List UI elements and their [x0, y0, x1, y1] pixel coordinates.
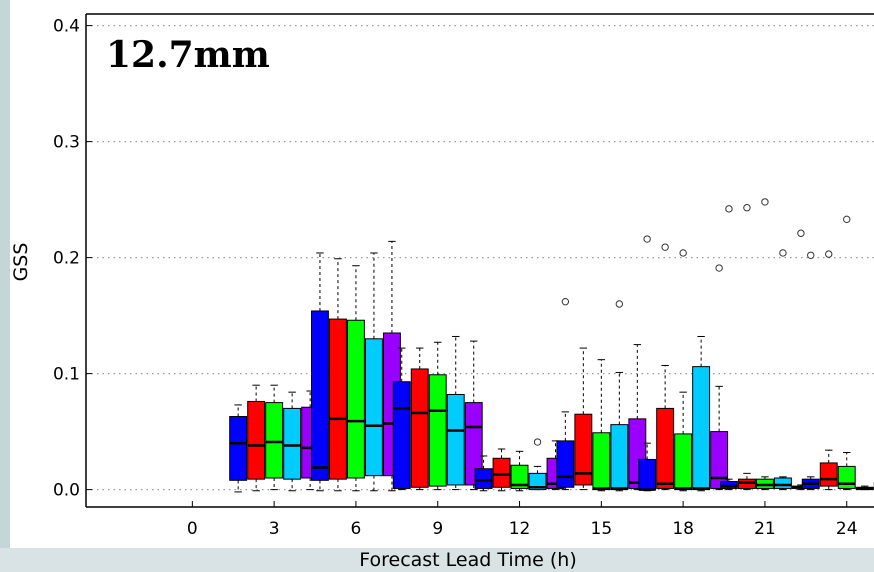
slide-edge-strip	[0, 0, 10, 572]
outlier-point	[561, 297, 570, 306]
box-body	[392, 381, 411, 489]
outlier-point	[643, 235, 651, 243]
box-body	[283, 407, 302, 480]
x-tick-label: 12	[509, 519, 531, 539]
x-tick-label: 21	[754, 519, 776, 539]
box-body	[464, 402, 483, 486]
y-tick-label: 0.2	[53, 249, 80, 269]
outlier-point	[533, 438, 542, 446]
box-body	[556, 440, 575, 488]
box-group	[719, 198, 810, 491]
box-plots	[229, 198, 874, 493]
box-body	[428, 374, 447, 487]
outlier-point	[615, 300, 624, 308]
box-body	[310, 310, 329, 481]
outlier-point	[725, 205, 733, 213]
x-axis-label: Forecast Lead Time (h)	[359, 549, 577, 571]
outlier-point	[807, 251, 815, 259]
panel-label: 12.7mm	[106, 34, 270, 76]
x-tick-label: 6	[351, 519, 362, 539]
box-group	[310, 240, 401, 492]
box-body	[229, 416, 248, 481]
box-body	[346, 319, 365, 479]
x-tick-labels: 0 3 6 9 12 15 18 21 24	[187, 501, 858, 539]
y-tick-label: 0.3	[53, 133, 80, 153]
outlier-point	[661, 243, 669, 251]
box-body	[610, 424, 629, 491]
outlier-point	[715, 264, 723, 272]
y-tick-label: 0.4	[53, 17, 80, 37]
outlier-point	[825, 250, 833, 258]
x-tick-label: 24	[836, 519, 858, 539]
x-tick-label: 9	[432, 519, 443, 539]
box-body	[492, 457, 511, 488]
outlier-point	[679, 249, 687, 257]
box-body	[819, 462, 838, 487]
y-tick-label: 0.0	[53, 481, 80, 501]
box-group	[392, 335, 483, 491]
box-body	[692, 366, 711, 491]
x-tick-label: 3	[269, 519, 280, 539]
box-body	[474, 468, 493, 489]
box-body	[638, 458, 657, 491]
box-body	[574, 413, 593, 486]
box-body	[528, 472, 547, 491]
x-tick-label: 15	[591, 519, 613, 539]
box-body	[247, 400, 266, 480]
outlier-point	[797, 229, 805, 237]
y-axis-label: GSS	[10, 243, 32, 282]
box-group	[638, 235, 729, 492]
y-tick-label: 0.1	[53, 365, 80, 385]
axes	[85, 13, 874, 508]
x-tick-label: 0	[187, 519, 198, 539]
box-body	[446, 393, 465, 486]
box-body	[592, 432, 611, 491]
box-body	[410, 368, 429, 488]
box-group	[801, 215, 874, 491]
slide-bottom-band	[0, 548, 874, 572]
box-body	[364, 338, 383, 477]
box-body	[773, 477, 792, 489]
outlier-point	[843, 215, 851, 224]
outlier-point	[761, 198, 769, 206]
box-body	[328, 318, 347, 480]
y-tick-labels: 0.0 0.1 0.2 0.3 0.4	[53, 17, 92, 501]
box-body	[656, 407, 675, 489]
box-body	[837, 465, 856, 489]
box-body	[674, 433, 693, 491]
outlier-point	[743, 204, 751, 212]
x-tick-label: 18	[672, 519, 694, 539]
outlier-point	[779, 249, 787, 257]
box-body	[510, 464, 529, 489]
box-body	[710, 431, 729, 489]
box-body	[265, 402, 284, 479]
